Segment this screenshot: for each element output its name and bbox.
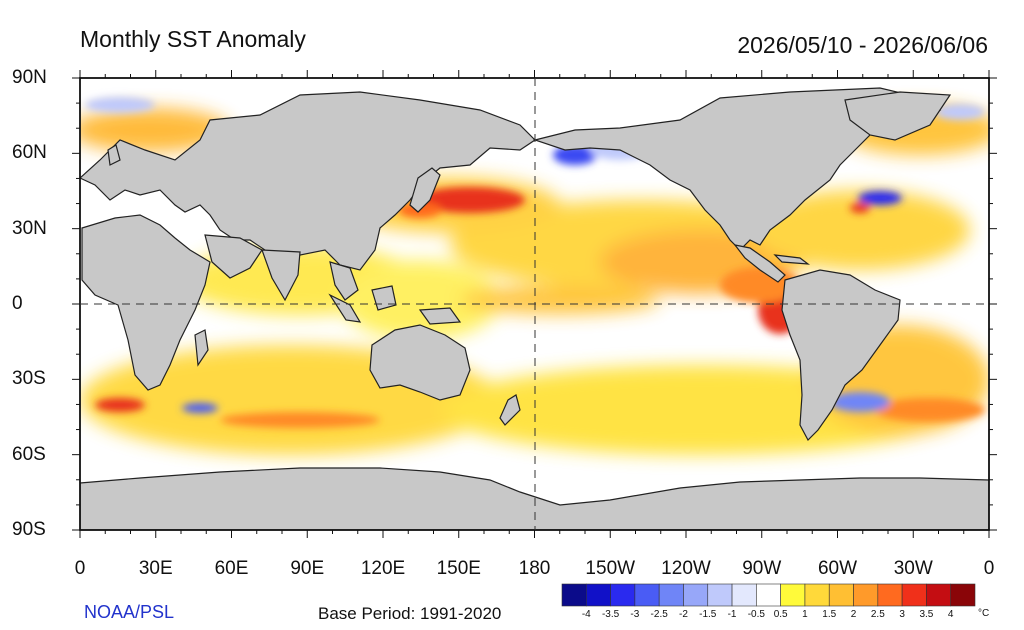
landmass-caribbean bbox=[773, 254, 811, 265]
axis-ticks bbox=[72, 70, 997, 538]
lon-label: 120W bbox=[661, 558, 711, 579]
lon-label: 90E bbox=[290, 558, 325, 579]
colorbar-label: 1 bbox=[802, 609, 808, 620]
lat-label: 30S bbox=[12, 368, 46, 390]
colorbar-swatch bbox=[901, 583, 927, 607]
map-title: Monthly SST Anomaly bbox=[80, 26, 306, 52]
colorbar-swatch bbox=[610, 583, 636, 607]
landmass-north-america bbox=[532, 87, 942, 251]
landmass-south-america bbox=[781, 269, 901, 441]
lat-label: 60N bbox=[12, 142, 47, 164]
colorbar-swatch bbox=[634, 583, 660, 607]
landmass-madagascar bbox=[194, 329, 209, 367]
landmass-newzealand bbox=[499, 394, 521, 426]
landmass-arabia bbox=[204, 234, 263, 279]
credit-label: NOAA/PSL bbox=[84, 602, 175, 622]
colorbar-label: 2.5 bbox=[870, 609, 885, 620]
colorbar-label: -2 bbox=[679, 609, 688, 620]
landmass-newguinea bbox=[418, 307, 462, 325]
colorbar-label: -1.5 bbox=[699, 609, 717, 620]
landmass-europe-uk bbox=[107, 144, 121, 166]
colorbar-label: 2 bbox=[850, 609, 857, 620]
landmass-central-america bbox=[733, 244, 786, 283]
colorbar-label: 4 bbox=[947, 609, 954, 620]
base-period-label: Base Period: 1991-2020 bbox=[318, 604, 502, 623]
lat-label: 90S bbox=[12, 519, 46, 540]
colorbar-label: -0.5 bbox=[747, 609, 765, 620]
lon-label: 30E bbox=[138, 558, 173, 579]
lon-label: 0 bbox=[74, 558, 86, 579]
colorbar-label: 1.5 bbox=[822, 609, 837, 620]
landmass-japan bbox=[409, 167, 441, 213]
colorbar-label: 0.5 bbox=[773, 609, 788, 620]
lon-label: 120E bbox=[360, 558, 406, 579]
colorbar-swatch bbox=[804, 583, 830, 607]
colorbar-label: 3.5 bbox=[919, 609, 934, 620]
landmass-africa bbox=[81, 214, 211, 391]
colorbar-swatch bbox=[561, 583, 587, 607]
colorbar-label: -3 bbox=[630, 609, 640, 620]
lon-label: 150W bbox=[585, 558, 636, 579]
lon-label: 150E bbox=[436, 558, 481, 579]
colorbar bbox=[561, 583, 976, 607]
colorbar-swatch bbox=[658, 583, 684, 607]
lon-label: 0 bbox=[983, 558, 995, 579]
colorbar-swatch bbox=[950, 583, 976, 607]
colorbar-swatch bbox=[756, 583, 781, 607]
colorbar-label: -4 bbox=[581, 609, 591, 620]
colorbar-swatch bbox=[853, 583, 879, 607]
colorbar-swatch bbox=[683, 583, 709, 607]
landmass-india bbox=[261, 249, 301, 302]
colorbar-swatch bbox=[877, 583, 903, 607]
colorbar-swatch bbox=[828, 583, 854, 607]
colorbar-label: -3.5 bbox=[601, 609, 620, 620]
colorbar-label: -2.5 bbox=[650, 609, 668, 620]
lat-label: 30N bbox=[12, 217, 47, 239]
landmass-sumatra bbox=[328, 293, 362, 323]
lon-label: 30W bbox=[893, 558, 933, 579]
landmass-australia bbox=[369, 324, 471, 401]
colorbar-swatch bbox=[707, 583, 733, 607]
colorbar-label: -1 bbox=[727, 609, 737, 620]
colorbar-swatch bbox=[926, 583, 952, 607]
colorbar-label: 3 bbox=[899, 609, 905, 620]
colorbar-swatch bbox=[731, 583, 757, 607]
lon-label: 90W bbox=[742, 558, 782, 579]
lat-label: 0 bbox=[12, 293, 23, 314]
lon-label: 180 bbox=[518, 558, 551, 579]
colorbar-unit: °C bbox=[978, 608, 990, 619]
lon-label: 60E bbox=[214, 558, 249, 579]
lat-label: 90N bbox=[12, 67, 47, 88]
lat-label: 60S bbox=[12, 443, 46, 465]
lon-label: 60W bbox=[817, 558, 858, 579]
landmass-greenland bbox=[844, 91, 952, 141]
colorbar-swatch bbox=[780, 583, 806, 607]
land-masses bbox=[80, 87, 989, 530]
landmass-seasia bbox=[329, 261, 359, 301]
landmass-eurasia bbox=[80, 91, 536, 282]
colorbar-swatch bbox=[585, 583, 611, 607]
date-range: 2026/05/10 - 2026/06/06 bbox=[737, 32, 988, 58]
